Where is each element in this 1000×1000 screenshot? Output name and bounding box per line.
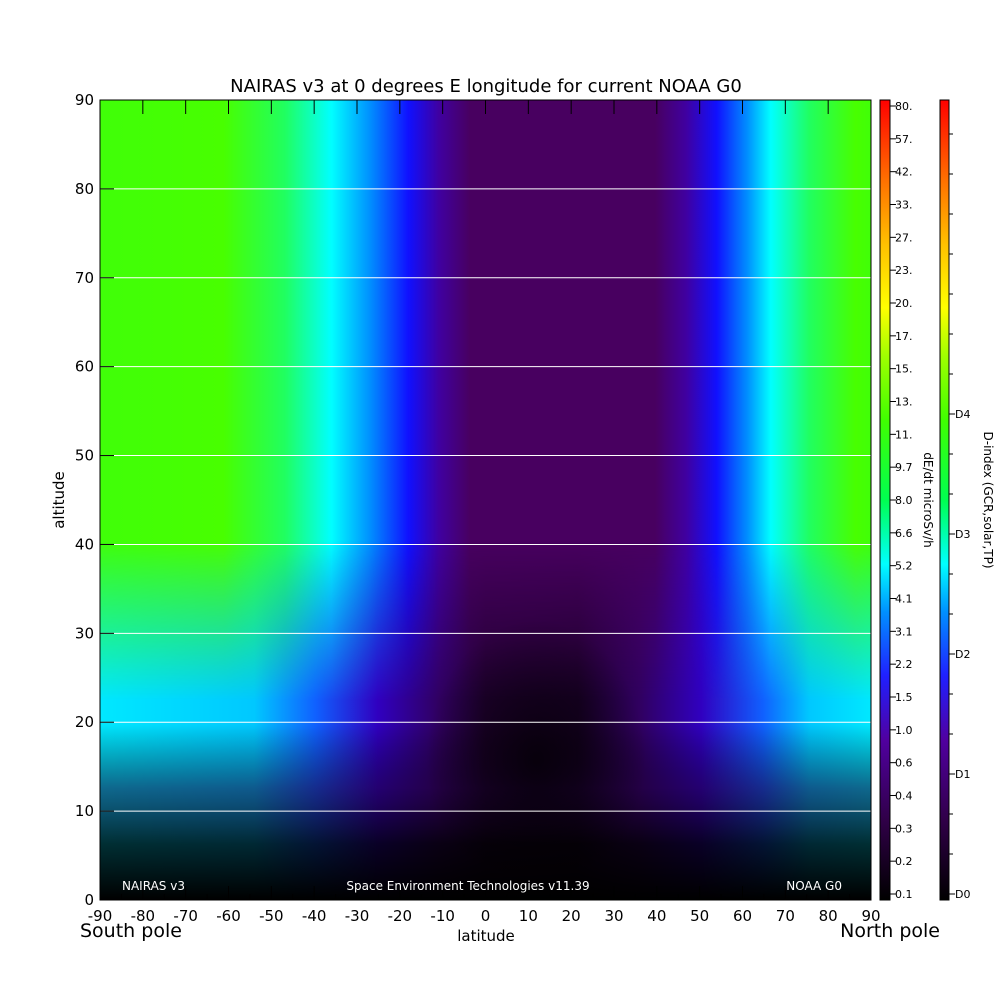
dose-tick-label: 80. <box>895 100 913 113</box>
x-tick-label: -30 <box>345 907 370 925</box>
dose-tick-label: 11. <box>895 428 913 441</box>
dose-tick-label: 8.0 <box>895 494 913 507</box>
dose-tick-label: 4.1 <box>895 593 913 606</box>
x-tick-label: -40 <box>302 907 327 925</box>
x-tick-label: 30 <box>604 907 623 925</box>
dose-tick-label: 6.6 <box>895 527 913 540</box>
x-tick-label: 10 <box>519 907 538 925</box>
dindex-tick-label: D3 <box>955 528 970 541</box>
x-tick-label: 50 <box>690 907 709 925</box>
dose-tick-label: 9.7 <box>895 461 913 474</box>
dose-tick-label: 1.0 <box>895 724 913 737</box>
y-tick-label: 0 <box>84 891 94 909</box>
x-tick-label: -10 <box>430 907 455 925</box>
dose-tick-label: 57. <box>895 133 913 146</box>
dose-tick-label: 0.2 <box>895 855 913 868</box>
dose-colorbar: 0.1 0.2 0.3 0.4 0.6 1.0 1.5 2.2 3.1 4.1 5.2 6.6 8.0 9… <box>879 99 935 901</box>
y-tick-label: 50 <box>75 447 94 465</box>
y-tick-label: 80 <box>75 180 94 198</box>
x-tick-label: -60 <box>216 907 241 925</box>
dose-tick-label: 15. <box>895 363 913 376</box>
dindex-tick-label: D0 <box>955 888 970 901</box>
dindex-colorbar: D0 D1 D2 D3 D4 D-index (GCR,solar,TP) <box>939 99 995 901</box>
footer-center-label: Space Environment Technologies v11.39 <box>346 879 589 893</box>
x-tick-label: 90 <box>861 907 880 925</box>
dose-colorbar-label: dE/dt microSv/h <box>921 452 935 547</box>
y-tick-label: 30 <box>75 624 94 642</box>
x-tick-label: 70 <box>776 907 795 925</box>
dose-tick-label: 1.5 <box>895 691 913 704</box>
dose-tick-label: 20. <box>895 297 913 310</box>
x-tick-label: 60 <box>733 907 752 925</box>
x-tick-label: 40 <box>647 907 666 925</box>
x-tick-label: 20 <box>562 907 581 925</box>
x-tick-label: -70 <box>173 907 198 925</box>
y-tick-label: 40 <box>75 535 94 553</box>
dose-tick-label: 2.2 <box>895 658 913 671</box>
dose-tick-label: 0.3 <box>895 822 913 835</box>
x-tick-label: -20 <box>388 907 413 925</box>
dose-tick-label: 42. <box>895 166 913 179</box>
heatmap-field <box>100 100 871 900</box>
x-axis-label: latitude <box>457 927 515 945</box>
x-tick-label: -80 <box>131 907 156 925</box>
y-tick-label: 60 <box>75 358 94 376</box>
dindex-tick-label: D2 <box>955 648 970 661</box>
y-tick-label: 10 <box>75 802 94 820</box>
dose-tick-label: 3.1 <box>895 625 913 638</box>
dose-tick-label: 5.2 <box>895 560 913 573</box>
y-tick-label: 70 <box>75 269 94 287</box>
x-axis: -90 -80 -70 -60 -50 -40 -30 -20 -10 0 10 20 30 40 50 60… <box>88 100 881 925</box>
footer-right-label: NOAA G0 <box>786 879 842 893</box>
dose-tick-label: 0.6 <box>895 757 913 770</box>
dose-tick-label: 0.1 <box>895 888 913 901</box>
y-tick-label: 90 <box>75 91 94 109</box>
footer-left-label: NAIRAS v3 <box>122 879 185 893</box>
x-tick-label: 80 <box>819 907 838 925</box>
y-tick-label: 20 <box>75 713 94 731</box>
chart-title: NAIRAS v3 at 0 degrees E longitude for c… <box>230 76 742 97</box>
dose-tick-label: 27. <box>895 231 913 244</box>
dose-tick-label: 17. <box>895 330 913 343</box>
y-axis: 0 10 20 30 40 50 60 70 80 90 <box>75 91 114 909</box>
dose-tick-label: 13. <box>895 396 913 409</box>
grid-lines <box>100 188 871 812</box>
north-pole-label: North pole <box>840 920 940 942</box>
dindex-colorbar-label: D-index (GCR,solar,TP) <box>981 431 995 568</box>
dose-tick-label: 0.4 <box>895 790 913 803</box>
x-tick-label: -90 <box>88 907 113 925</box>
x-tick-label: -50 <box>259 907 284 925</box>
south-pole-label: South pole <box>80 920 182 942</box>
dindex-tick-label: D4 <box>955 408 970 421</box>
y-axis-label: altitude <box>50 471 68 529</box>
dose-tick-label: 33. <box>895 199 913 212</box>
dose-tick-label: 23. <box>895 264 913 277</box>
dindex-tick-label: D1 <box>955 768 970 781</box>
x-tick-label: 0 <box>481 907 491 925</box>
